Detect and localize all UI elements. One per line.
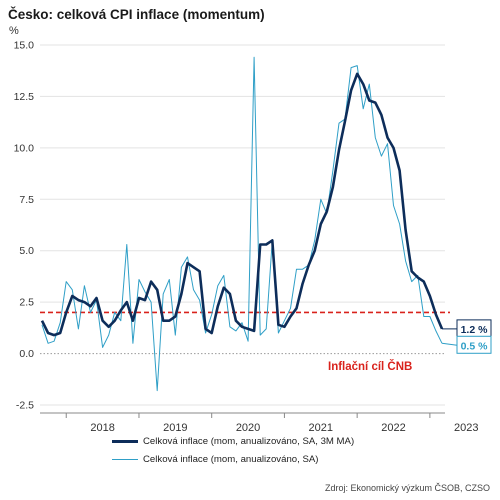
end-label-mom-leader xyxy=(441,342,458,346)
series-line-ma xyxy=(40,72,444,337)
x-tick-label: 2023 xyxy=(454,422,478,434)
end-label-mom-text: 0.5 % xyxy=(461,340,489,352)
x-tick-label: 2021 xyxy=(309,422,333,434)
target-label: Inflační cíl ČNB xyxy=(328,360,412,373)
x-tick-label: 2022 xyxy=(381,422,405,434)
legend-label-mom: Celková inflace (mom, anualizováno, SA) xyxy=(143,454,319,465)
y-tick-label: 5.0 xyxy=(19,245,34,257)
grid-lines xyxy=(40,44,445,406)
legend-swatch-mom xyxy=(112,459,138,460)
source-note: Zdroj: Ekonomický výzkum ČSOB, CZSO xyxy=(324,483,490,493)
y-tick-label: 12.5 xyxy=(14,91,35,103)
y-axis-unit: % xyxy=(9,25,19,37)
legend-item-mom: Celková inflace (mom, anualizováno, SA) xyxy=(112,454,318,465)
y-tick-label: 2.5 xyxy=(19,297,34,309)
x-tick-label: 2018 xyxy=(90,422,114,434)
y-tick-label: 15.0 xyxy=(14,40,35,52)
end-label-ma-text: 1.2 % xyxy=(461,324,489,336)
y-tick-label: -2.5 xyxy=(16,400,34,412)
y-tick-labels: 15.0 12.5 10.0 7.5 5.0 2.5 0.0 -2.5 xyxy=(14,40,35,412)
chart-title: Česko: celková CPI inflace (momentum) xyxy=(8,7,265,22)
y-tick-label: 10.0 xyxy=(14,142,35,154)
y-tick-label: 0.0 xyxy=(19,348,34,360)
target-line-group: Inflační cíl ČNB xyxy=(40,311,450,373)
legend-swatch-ma xyxy=(112,440,138,443)
end-labels: 1.2 % 0.5 % xyxy=(441,319,492,354)
legend-item-ma: Celková inflace (mom, anualizováno, SA, … xyxy=(112,436,354,447)
x-axis: 2018 2019 2020 2021 2022 2023 xyxy=(40,412,478,434)
x-tick-label: 2020 xyxy=(236,422,260,434)
series-line-mom xyxy=(41,56,443,392)
y-tick-label: 7.5 xyxy=(19,194,34,206)
series-lines xyxy=(40,56,444,392)
legend-label-ma: Celková inflace (mom, anualizováno, SA, … xyxy=(143,436,355,447)
x-tick-label: 2019 xyxy=(163,422,187,434)
end-label-mom-box xyxy=(456,335,492,354)
